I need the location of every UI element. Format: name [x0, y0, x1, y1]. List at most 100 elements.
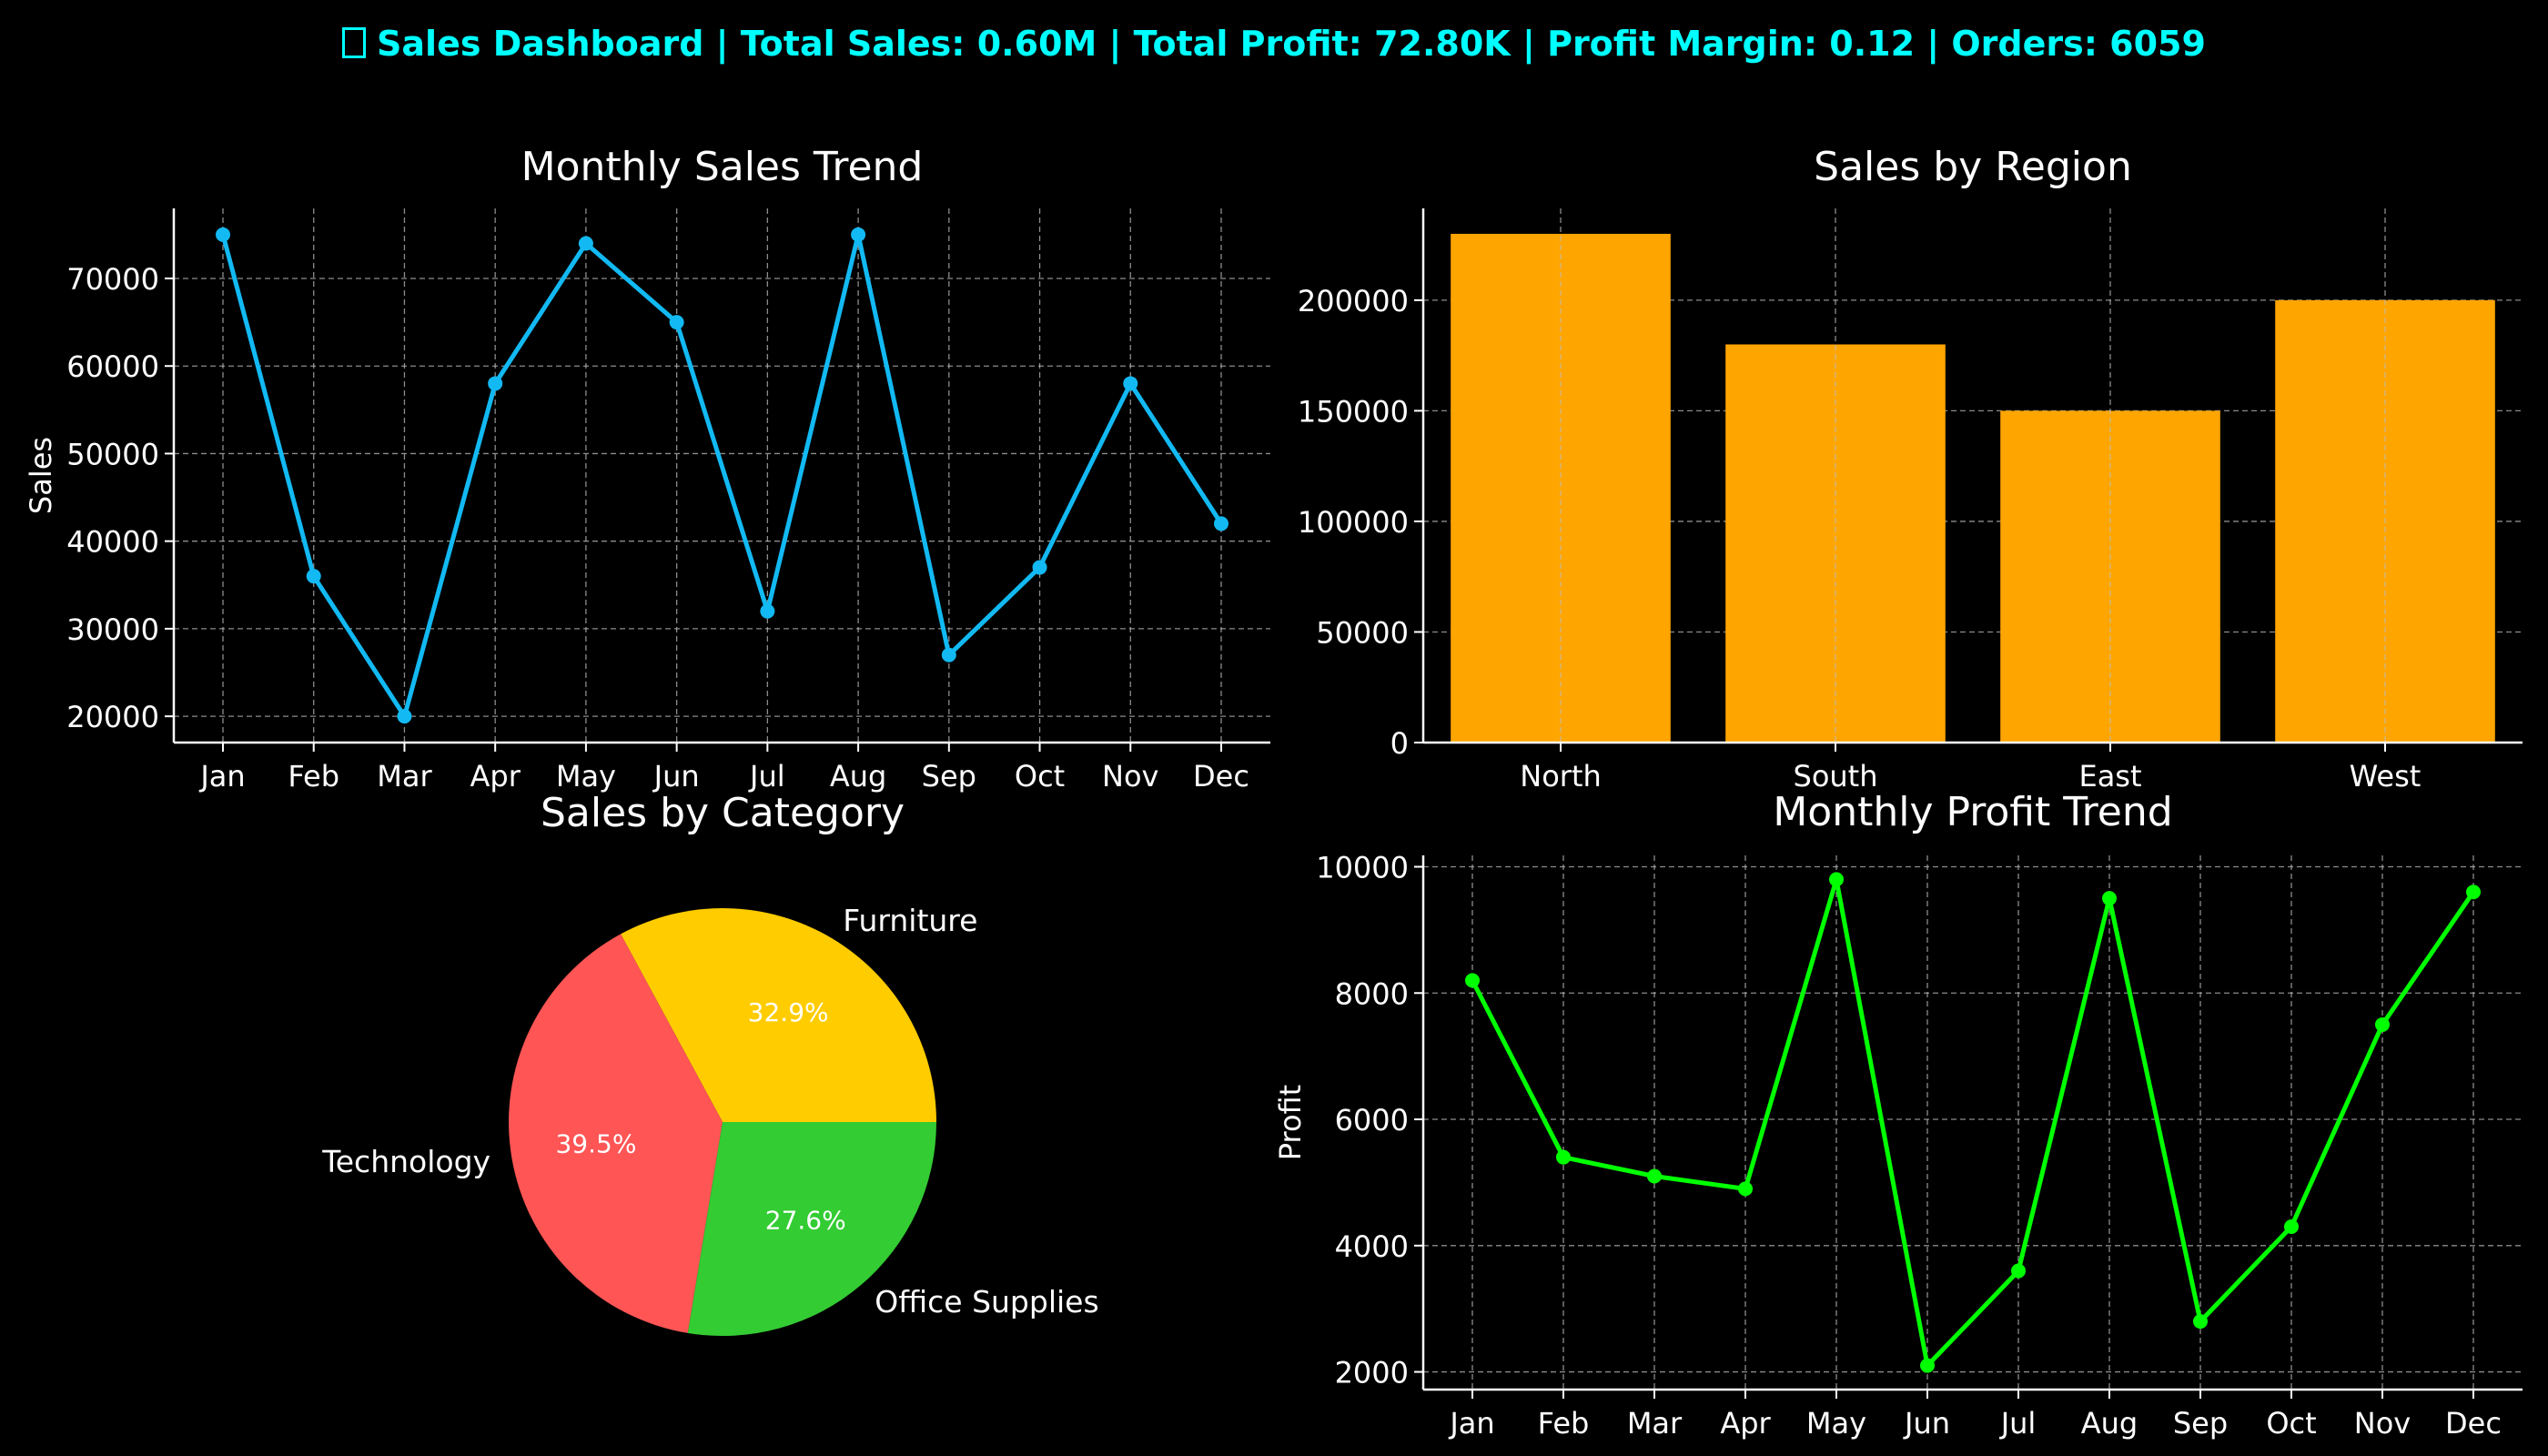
y-tick-label: 100000	[1298, 505, 1409, 540]
y-tick-label: 4000	[1335, 1229, 1409, 1264]
data-point	[1647, 1168, 1662, 1184]
y-tick-label: 2000	[1335, 1356, 1409, 1390]
y-tick-label: 6000	[1335, 1103, 1409, 1138]
data-point	[851, 227, 866, 242]
chart-icon	[342, 27, 367, 58]
pie-slice	[621, 908, 936, 1122]
header-separator: |	[1097, 24, 1134, 64]
x-tick-label: Oct	[2266, 1406, 2316, 1441]
y-tick-label: 60000	[66, 349, 159, 384]
x-tick-label: Mar	[377, 759, 432, 794]
data-point	[1556, 1149, 1571, 1165]
y-axis-label: Profit	[1273, 1085, 1308, 1160]
x-tick-label: Apr	[470, 759, 521, 794]
pie-category-label: Office Supplies	[875, 1284, 1098, 1320]
dashboard-title: Sales Dashboard	[377, 24, 704, 64]
x-tick-label: Jun	[652, 759, 700, 794]
dashboard-header: Sales Dashboard | Total Sales: 0.60M | T…	[0, 20, 2548, 67]
data-point	[2466, 885, 2481, 900]
x-tick-label: Nov	[1102, 759, 1158, 794]
y-tick-label: 8000	[1335, 976, 1409, 1011]
x-tick-label: May	[1806, 1406, 1866, 1441]
y-tick-label: 150000	[1298, 394, 1409, 429]
monthly-profit-chart: Monthly Profit Trend 2000 4000 6000 8000 1000…	[1273, 789, 2523, 1441]
monthly-sales-chart: Monthly Sales Trend 20000 30000 40000 50000 6…	[24, 144, 1270, 794]
chart-title: Sales by Category	[541, 790, 905, 836]
data-point	[1465, 973, 1480, 988]
x-tick-label: Nov	[2354, 1406, 2411, 1441]
x-tick-label: North	[1520, 759, 1602, 794]
x-tick-label: Feb	[1538, 1406, 1590, 1441]
data-point	[1214, 516, 1228, 531]
data-point	[2284, 1218, 2299, 1234]
data-point	[2102, 891, 2117, 906]
x-tick-label: Dec	[2445, 1406, 2502, 1441]
x-tick-label: Jun	[1903, 1406, 1950, 1441]
x-tick-label: Sep	[2173, 1406, 2228, 1441]
x-tick-label: Jul	[1999, 1406, 2037, 1441]
x-tick-label: Aug	[830, 759, 886, 794]
pie-category-label: Furniture	[843, 903, 977, 938]
data-point	[216, 227, 230, 242]
chart-title: Monthly Sales Trend	[521, 144, 924, 190]
x-tick-label: East	[2078, 759, 2141, 794]
header-separator: |	[703, 24, 741, 64]
data-point	[397, 709, 412, 724]
pie-category-label: Technology	[321, 1144, 490, 1179]
x-tick-label: Sep	[922, 759, 976, 794]
header-separator: |	[1915, 24, 1952, 64]
data-point	[669, 315, 684, 330]
y-tick-label: 30000	[66, 612, 159, 647]
data-point	[1123, 376, 1138, 391]
data-point	[488, 376, 503, 391]
x-tick-label: West	[2350, 759, 2422, 794]
total-sales-kpi: Total Sales: 0.60M	[740, 24, 1097, 64]
y-tick-label: 0	[1390, 726, 1409, 761]
x-tick-label: Oct	[1015, 759, 1065, 794]
data-point	[306, 569, 321, 584]
y-axis-label: Sales	[24, 437, 58, 514]
series-line	[220, 232, 1224, 719]
data-point	[2375, 1016, 2390, 1032]
y-tick-label: 50000	[66, 437, 159, 471]
data-point	[1829, 872, 1844, 887]
pie-percent-label: 39.5%	[555, 1128, 636, 1158]
x-tick-label: Jan	[198, 759, 245, 794]
pie-slice	[687, 1122, 936, 1337]
sales-by-category-chart: Sales by Category 32.9% Furniture 39.5% Tech…	[321, 790, 1099, 1337]
x-tick-label: Aug	[2081, 1406, 2138, 1441]
x-tick-label: Jul	[748, 759, 785, 794]
y-tick-label: 50000	[1316, 615, 1409, 650]
data-point	[1032, 560, 1047, 575]
y-tick-label: 40000	[66, 525, 159, 560]
data-point	[760, 603, 775, 619]
series-line	[1470, 876, 2476, 1369]
header-separator: |	[1510, 24, 1548, 64]
total-profit-kpi: Total Profit: 72.80K	[1133, 24, 1511, 64]
chart-title: Sales by Region	[1814, 144, 2132, 190]
x-tick-label: Feb	[288, 759, 339, 794]
x-tick-label: Jan	[1448, 1406, 1494, 1441]
chart-title: Monthly Profit Trend	[1773, 789, 2172, 835]
profit-margin-kpi: Profit Margin: 0.12	[1547, 24, 1916, 64]
y-tick-label: 20000	[66, 700, 159, 734]
data-point	[2193, 1314, 2208, 1330]
y-tick-label: 200000	[1298, 284, 1409, 318]
x-tick-label: Dec	[1193, 759, 1249, 794]
x-tick-label: May	[556, 759, 616, 794]
orders-kpi: Orders: 6059	[1951, 24, 2206, 64]
data-point	[1920, 1358, 1935, 1373]
x-tick-label: Apr	[1720, 1406, 1771, 1441]
data-point	[1738, 1181, 1753, 1197]
pie-percent-label: 32.9%	[748, 997, 829, 1027]
y-tick-label: 70000	[66, 262, 159, 297]
data-point	[941, 647, 956, 662]
pie-slice	[509, 934, 723, 1333]
data-point	[578, 236, 593, 251]
data-point	[2011, 1263, 2026, 1279]
x-tick-label: Mar	[1627, 1406, 1683, 1441]
sales-by-region-chart: Sales by Region 0 50000 100000 150000 200000 N…	[1298, 144, 2523, 794]
y-tick-label: 10000	[1316, 850, 1409, 885]
pie-percent-label: 27.6%	[765, 1206, 846, 1236]
